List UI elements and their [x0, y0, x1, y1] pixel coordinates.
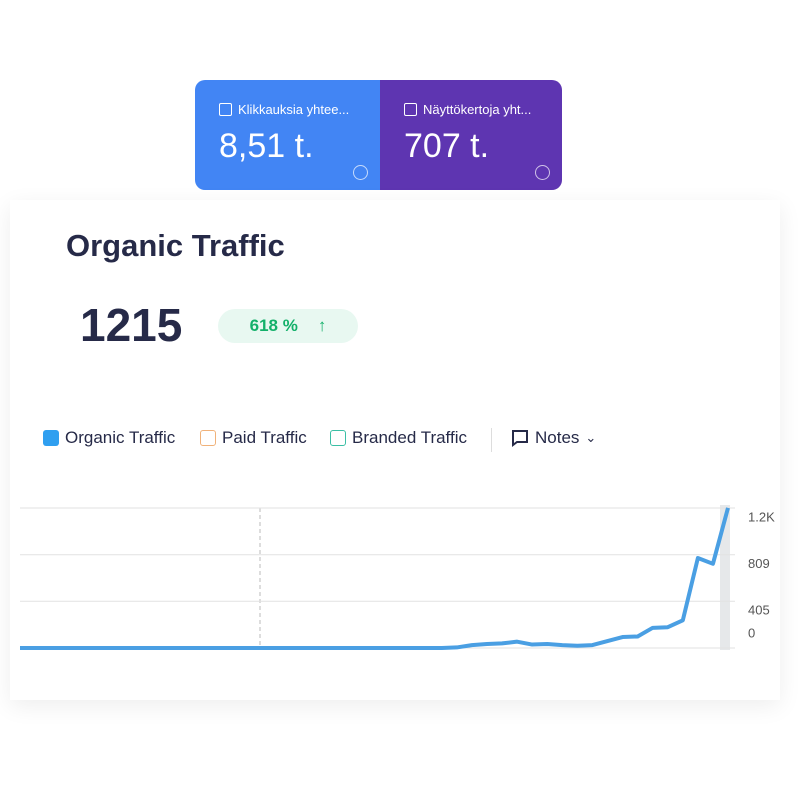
- y-tick-label: 0: [748, 625, 755, 640]
- y-tick-label: 1.2K: [748, 509, 775, 524]
- widget-title: Organic Traffic: [66, 228, 285, 263]
- notes-label: Notes: [535, 428, 580, 447]
- widget-total: 1215: [80, 299, 183, 351]
- impressions-card[interactable]: Näyttökertoja yht... 707 t.: [380, 80, 562, 190]
- change-text: 618 %: [249, 316, 298, 335]
- change-badge: 618 % ↑: [218, 309, 358, 343]
- notes-button[interactable]: Notes ⌄: [511, 428, 596, 448]
- legend-item[interactable]: Branded Traffic: [330, 428, 467, 448]
- legend-label: Branded Traffic: [352, 428, 467, 447]
- card-value: 8,51 t.: [219, 127, 314, 165]
- legend-label: Organic Traffic: [65, 428, 176, 447]
- clicks-card[interactable]: Klikkauksia yhtee... 8,51 t.: [195, 80, 380, 190]
- y-tick-label: 809: [748, 556, 770, 571]
- card-label: Klikkauksia yhtee...: [238, 102, 350, 117]
- legend-item[interactable]: Organic Traffic: [43, 428, 175, 448]
- line-series: [20, 507, 730, 650]
- card-value: 707 t.: [404, 127, 490, 165]
- legend-label: Paid Traffic: [222, 428, 307, 447]
- legend-item[interactable]: Paid Traffic: [200, 428, 307, 448]
- panel: [10, 200, 780, 700]
- y-tick-label: 405: [748, 603, 770, 618]
- card-label: Näyttökertoja yht...: [423, 102, 532, 117]
